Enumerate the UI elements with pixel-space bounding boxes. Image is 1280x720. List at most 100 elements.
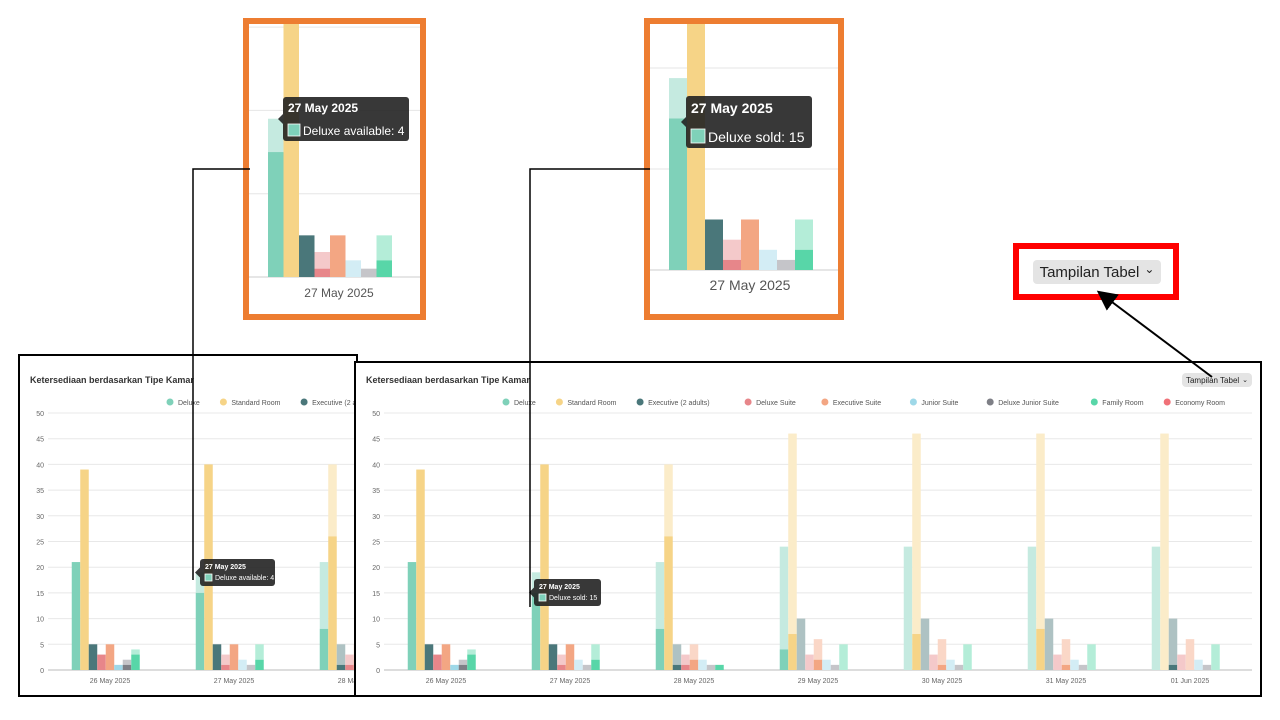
bar-sold bbox=[548, 644, 558, 670]
y-tick-label: 40 bbox=[36, 462, 44, 469]
bar-available bbox=[1087, 644, 1096, 670]
bar-available bbox=[822, 659, 831, 670]
bar-available bbox=[221, 654, 230, 665]
legend-label: Executive Suite bbox=[833, 400, 881, 407]
tooltip-text: Deluxe available: 4 bbox=[215, 575, 274, 582]
bar-sold bbox=[345, 664, 354, 670]
bar-sold bbox=[795, 249, 813, 270]
bar-available bbox=[336, 644, 346, 665]
legend-label: Standard Room bbox=[567, 400, 616, 407]
bar-sold bbox=[283, 24, 299, 278]
bar-available bbox=[777, 259, 795, 270]
y-tick-label: 50 bbox=[36, 411, 44, 418]
legend-label: Deluxe bbox=[514, 400, 536, 407]
tooltip: 27 May 2025 Deluxe sold: 15 bbox=[681, 96, 812, 148]
bar-sold bbox=[655, 628, 665, 670]
table-view-button-small[interactable]: Tampilan Tabel ⌄ bbox=[1182, 373, 1252, 387]
tooltip-box bbox=[686, 96, 812, 148]
bar-sold bbox=[336, 664, 346, 670]
y-tick-label: 0 bbox=[40, 668, 44, 675]
zoom-svg-sold: 27 May 2025 27 May 2025 Deluxe sold: 15 bbox=[650, 24, 838, 293]
y-tick-label: 20 bbox=[36, 565, 44, 572]
legend-label: Deluxe bbox=[178, 400, 200, 407]
bar-sold bbox=[1061, 664, 1071, 670]
tooltip-swatch bbox=[287, 123, 301, 137]
bar-available bbox=[345, 654, 354, 665]
bar-sold bbox=[669, 118, 687, 270]
bar-sold bbox=[212, 644, 222, 670]
x-tick-label: 26 May 2025 bbox=[426, 678, 467, 685]
bar-sold bbox=[937, 664, 947, 670]
bar-sold bbox=[458, 664, 468, 670]
tooltip-text: Deluxe sold: 15 bbox=[708, 129, 805, 145]
bar-available bbox=[1194, 659, 1203, 670]
bar-available bbox=[929, 654, 938, 670]
y-tick-label: 25 bbox=[372, 540, 380, 547]
bar-available bbox=[681, 654, 690, 665]
bar-available bbox=[1177, 654, 1186, 670]
legend-marker bbox=[909, 398, 917, 406]
bar-available bbox=[345, 260, 361, 277]
bar-sold bbox=[467, 654, 476, 670]
bar-available bbox=[467, 649, 476, 655]
bar-available bbox=[655, 562, 665, 629]
chart-svg-left: 0 5 10 15 20 25 30 35 40 45 50 Ketersediaan berdasa… bbox=[30, 375, 356, 685]
x-tick-label: 27 May 2025 bbox=[550, 678, 591, 685]
legend-marker bbox=[502, 398, 510, 406]
bar-sold bbox=[715, 664, 724, 670]
legend-marker bbox=[986, 398, 994, 406]
bar-available bbox=[238, 659, 247, 670]
chart-panel-main: 0 5 10 15 20 25 30 35 40 45 50 Ketersediaan berdasa… bbox=[354, 361, 1262, 697]
legend-label: Economy Room bbox=[1175, 400, 1225, 407]
bar-available bbox=[376, 235, 392, 261]
bar-available bbox=[268, 118, 284, 153]
table-view-button[interactable]: Tampilan Tabel ⌄ bbox=[1033, 260, 1161, 284]
bar-available bbox=[1078, 664, 1088, 670]
bar-sold bbox=[591, 659, 600, 670]
bar-available bbox=[122, 659, 132, 665]
tooltip-title: 27 May 2025 bbox=[205, 564, 246, 571]
bar-available bbox=[1053, 654, 1062, 670]
bar-available bbox=[361, 268, 377, 277]
bar-sold bbox=[195, 592, 205, 670]
bar-sold bbox=[672, 664, 682, 670]
bar-sold bbox=[788, 634, 797, 670]
bar-sold bbox=[268, 152, 284, 277]
legend-label: Deluxe Junior Suite bbox=[998, 400, 1059, 407]
bar-sold bbox=[416, 469, 425, 670]
legend-marker bbox=[219, 398, 227, 406]
x-tick-label: 01 Jun 2025 bbox=[1171, 678, 1210, 685]
bar-sold bbox=[299, 235, 315, 277]
bar-available bbox=[1061, 639, 1071, 665]
bar-available bbox=[946, 659, 955, 670]
bar-sold bbox=[88, 644, 98, 670]
legend-marker bbox=[636, 398, 644, 406]
bar-available bbox=[328, 464, 337, 537]
bar-available bbox=[255, 644, 264, 660]
bar-available bbox=[582, 664, 592, 670]
bar-available bbox=[319, 562, 329, 629]
bar-available bbox=[246, 664, 256, 670]
bar-available bbox=[954, 664, 964, 670]
bar-sold bbox=[80, 469, 89, 670]
bar-sold bbox=[741, 219, 759, 270]
x-tick-label: 26 May 2025 bbox=[90, 678, 131, 685]
bar-available bbox=[669, 78, 687, 119]
bar-sold bbox=[557, 664, 566, 670]
chart-svg-main: 0 5 10 15 20 25 30 35 40 45 50 Ketersediaan berdasa… bbox=[366, 375, 1252, 685]
y-tick-label: 30 bbox=[36, 514, 44, 521]
bar-available bbox=[1185, 639, 1195, 670]
legend-marker bbox=[1163, 398, 1171, 406]
bar-available bbox=[839, 644, 848, 670]
legend-marker bbox=[555, 398, 563, 406]
y-tick-label: 35 bbox=[372, 488, 380, 495]
bar-available bbox=[813, 639, 823, 660]
bar-available bbox=[830, 664, 840, 670]
bar-available bbox=[689, 644, 699, 660]
bar-sold bbox=[723, 259, 741, 270]
y-tick-label: 50 bbox=[372, 411, 380, 418]
bar-available bbox=[591, 644, 600, 660]
bar-sold bbox=[255, 659, 264, 670]
tooltip-swatch bbox=[690, 128, 706, 144]
bar-available bbox=[698, 659, 707, 670]
